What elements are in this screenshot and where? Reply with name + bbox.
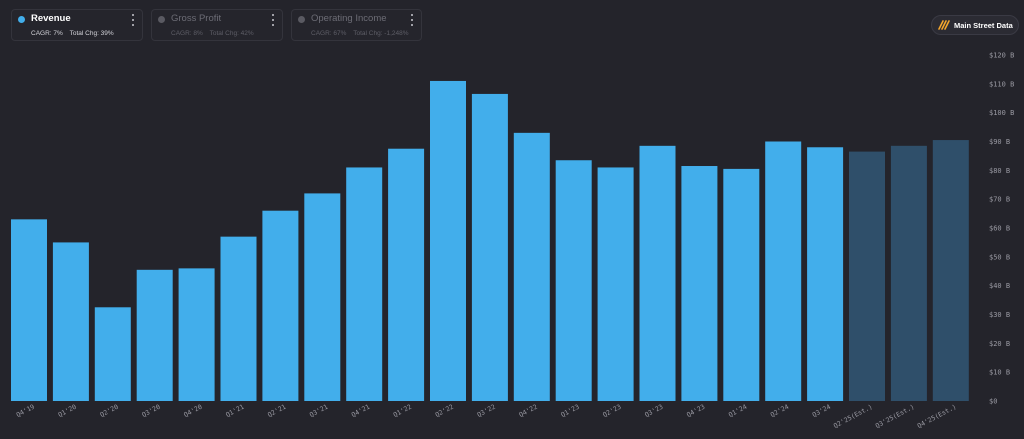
x-tick-label: Q3'25(Est.) — [874, 403, 916, 430]
y-tick-label: $30 B — [989, 311, 1010, 319]
x-tick-label: Q3'21 — [308, 403, 329, 419]
bar-revenue[interactable] — [639, 145, 676, 401]
y-tick-label: $40 B — [989, 282, 1010, 290]
x-tick-label: Q1'21 — [224, 403, 245, 419]
y-tick-label: $70 B — [989, 196, 1010, 204]
legend-cagr-revenue: CAGR: 7% — [31, 30, 63, 37]
bar-revenue[interactable] — [346, 167, 383, 401]
x-tick-label: Q4'21 — [350, 403, 371, 419]
bar-revenue[interactable] — [178, 268, 215, 401]
disabled-series-dot-icon — [158, 16, 165, 23]
bar-revenue[interactable] — [11, 219, 47, 401]
y-tick-label: $120 B — [989, 52, 1014, 60]
bar-revenue[interactable] — [136, 269, 173, 401]
legend-cagr-operating-income: CAGR: 67% — [311, 30, 347, 37]
bar-revenue[interactable] — [262, 210, 299, 401]
double-slash-logo-icon — [938, 20, 950, 30]
x-tick-label: Q4'23 — [685, 403, 706, 419]
legend-stats-operating-income: CAGR: 67% Total Chg: -1,248% — [311, 30, 409, 37]
bar-revenue[interactable] — [597, 167, 634, 401]
legend-total-operating-income: Total Chg: -1,248% — [353, 30, 409, 37]
x-tick-label: Q2'21 — [266, 403, 287, 419]
bar-revenue[interactable] — [723, 168, 760, 401]
legend-total-gross-profit: Total Chg: 42% — [209, 30, 254, 37]
y-tick-label: $100 B — [989, 109, 1014, 117]
x-tick-label: Q1'20 — [57, 403, 78, 419]
x-tick-label: Q1'24 — [727, 403, 748, 419]
bar-estimate[interactable] — [890, 145, 927, 401]
bar-revenue[interactable] — [765, 141, 802, 402]
legend-title-revenue: Revenue — [31, 13, 71, 24]
x-tick-label: Q2'23 — [601, 403, 622, 419]
kebab-menu-icon[interactable] — [270, 14, 276, 26]
bar-revenue[interactable] — [430, 80, 466, 401]
x-tick-label: Q1'23 — [560, 403, 581, 419]
x-tick-label: Q3'24 — [811, 403, 832, 419]
bar-revenue[interactable] — [555, 160, 592, 401]
x-tick-label: Q1'22 — [392, 403, 413, 419]
bar-revenue[interactable] — [52, 242, 89, 401]
x-tick-label: Q3'23 — [643, 403, 664, 419]
bar-revenue[interactable] — [807, 147, 844, 401]
bar-revenue[interactable] — [304, 193, 341, 401]
legend-stats-gross-profit: CAGR: 8% Total Chg: 42% — [171, 30, 254, 37]
y-tick-label: $110 B — [989, 80, 1014, 88]
x-tick-label: Q2'25(Est.) — [832, 403, 874, 430]
y-tick-label: $60 B — [989, 225, 1010, 233]
bar-revenue[interactable] — [681, 166, 718, 401]
legend-card-gross-profit[interactable]: Gross Profit CAGR: 8% Total Chg: 42% — [151, 9, 283, 41]
x-tick-label: Q2'24 — [769, 403, 790, 419]
y-tick-label: $0 — [989, 398, 997, 406]
revenue-series-dot-icon — [18, 16, 25, 23]
legend-title-operating-income: Operating Income — [311, 13, 387, 24]
legend-total-revenue: Total Chg: 39% — [69, 30, 114, 37]
bar-revenue[interactable] — [513, 132, 550, 401]
legend-title-gross-profit: Gross Profit — [171, 13, 222, 24]
bar-revenue[interactable] — [220, 236, 257, 401]
legend-cagr-gross-profit: CAGR: 8% — [171, 30, 203, 37]
x-tick-label: Q4'19 — [15, 403, 36, 419]
x-tick-label: Q3'22 — [476, 403, 497, 419]
disabled-series-dot-icon — [298, 16, 305, 23]
bar-revenue[interactable] — [388, 148, 425, 401]
bar-estimate[interactable] — [849, 151, 885, 401]
x-tick-label: Q4'25(Est.) — [916, 403, 958, 430]
main-street-data-badge[interactable]: Main Street Data — [931, 15, 1019, 35]
x-tick-label: Q2'22 — [434, 403, 455, 419]
x-tick-label: Q4'22 — [518, 403, 539, 419]
y-tick-label: $90 B — [989, 138, 1010, 146]
x-tick-label: Q2'20 — [99, 403, 120, 419]
x-tick-label: Q4'20 — [182, 403, 203, 419]
bar-revenue[interactable] — [94, 307, 131, 401]
kebab-menu-icon[interactable] — [130, 14, 136, 26]
legend-card-operating-income[interactable]: Operating Income CAGR: 67% Total Chg: -1… — [291, 9, 422, 41]
y-tick-label: $50 B — [989, 253, 1010, 261]
y-tick-label: $80 B — [989, 167, 1010, 175]
x-tick-label: Q3'20 — [141, 403, 162, 419]
bar-revenue[interactable] — [471, 93, 508, 402]
brand-name: Main Street Data — [954, 20, 1013, 30]
y-tick-label: $10 B — [989, 369, 1010, 377]
legend-stats-revenue: CAGR: 7% Total Chg: 39% — [31, 30, 114, 37]
legend-card-revenue[interactable]: Revenue CAGR: 7% Total Chg: 39% — [11, 9, 143, 41]
kebab-menu-icon[interactable] — [409, 14, 415, 26]
y-tick-label: $20 B — [989, 340, 1010, 348]
bar-estimate[interactable] — [932, 140, 969, 401]
